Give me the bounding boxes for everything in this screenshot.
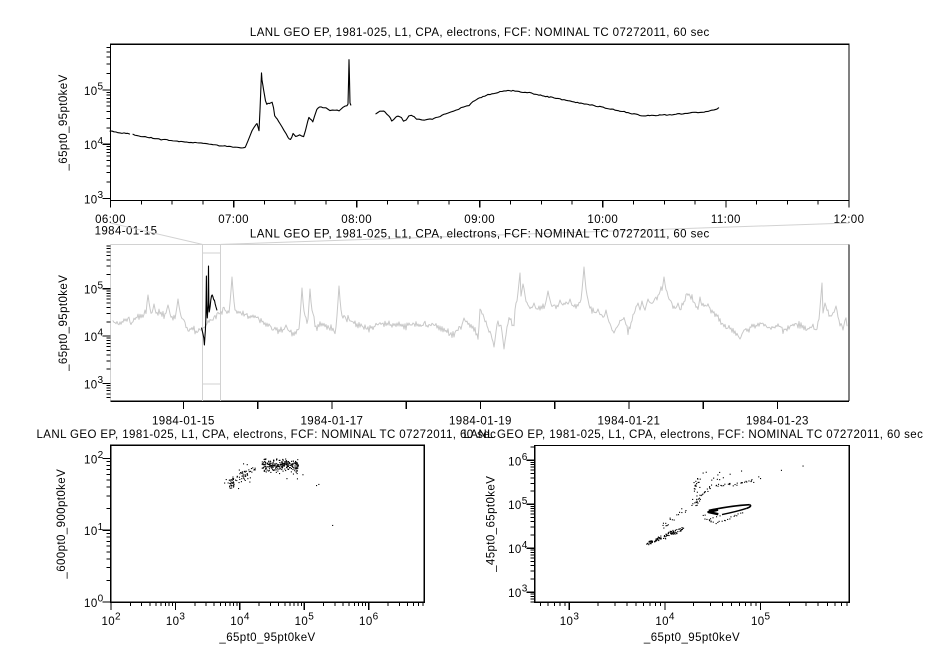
svg-text:1984-01-21: 1984-01-21 bbox=[597, 416, 660, 428]
svg-text:LANL GEO EP, 1981-025, L1, CPA: LANL GEO EP, 1981-025, L1, CPA, electron… bbox=[37, 429, 497, 441]
svg-text:1984-01-17: 1984-01-17 bbox=[300, 416, 363, 428]
svg-text:_600pt0_900pt0keV: _600pt0_900pt0keV bbox=[56, 469, 68, 580]
svg-text:LANL GEO EP, 1981-025, L1, CPA: LANL GEO EP, 1981-025, L1, CPA, electron… bbox=[250, 228, 710, 240]
svg-text:08:00: 08:00 bbox=[341, 214, 372, 226]
svg-text:LANL GEO EP, 1981-025, L1, CPA: LANL GEO EP, 1981-025, L1, CPA, electron… bbox=[464, 429, 924, 441]
svg-text:1984-01-23: 1984-01-23 bbox=[746, 416, 809, 428]
svg-text:09:00: 09:00 bbox=[464, 214, 495, 226]
svg-text:10:00: 10:00 bbox=[587, 214, 618, 226]
svg-text:1984-01-15: 1984-01-15 bbox=[152, 416, 215, 428]
svg-text:1984-01-15: 1984-01-15 bbox=[95, 226, 158, 238]
svg-text:_65pt0_95pt0keV: _65pt0_95pt0keV bbox=[58, 74, 70, 171]
svg-text:_65pt0_95pt0keV: _65pt0_95pt0keV bbox=[218, 632, 315, 644]
svg-text:_65pt0_95pt0keV: _65pt0_95pt0keV bbox=[58, 275, 70, 372]
svg-text:11:00: 11:00 bbox=[711, 214, 741, 226]
svg-text:06:00: 06:00 bbox=[95, 214, 126, 226]
svg-text:1984-01-19: 1984-01-19 bbox=[449, 416, 512, 428]
svg-text:07:00: 07:00 bbox=[218, 214, 249, 226]
svg-text:_65pt0_95pt0keV: _65pt0_95pt0keV bbox=[643, 632, 740, 644]
svg-text:_45pt0_65pt0keV: _45pt0_65pt0keV bbox=[486, 476, 498, 573]
svg-text:12:00: 12:00 bbox=[834, 214, 865, 226]
svg-text:LANL GEO EP, 1981-025, L1, CPA: LANL GEO EP, 1981-025, L1, CPA, electron… bbox=[250, 27, 710, 39]
